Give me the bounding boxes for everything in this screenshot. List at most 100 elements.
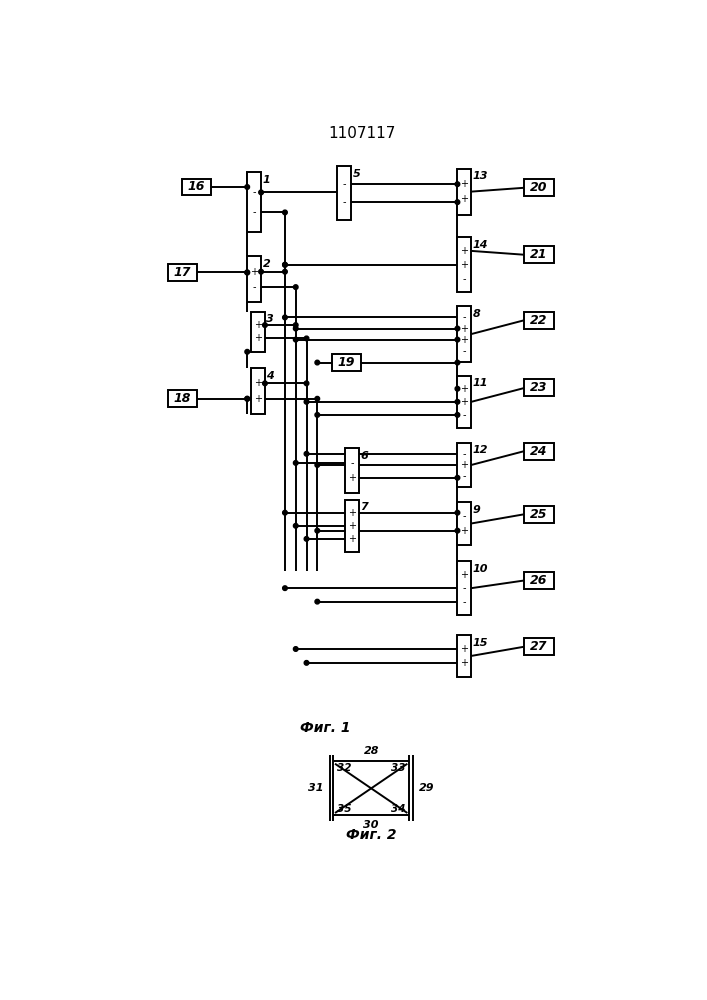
Circle shape xyxy=(245,185,250,189)
Text: +: + xyxy=(250,267,258,277)
Text: +: + xyxy=(460,658,468,668)
Circle shape xyxy=(283,586,287,590)
Text: +: + xyxy=(460,384,468,394)
Text: 9: 9 xyxy=(473,505,481,515)
Circle shape xyxy=(315,463,320,467)
Bar xyxy=(247,256,261,302)
Text: -: - xyxy=(462,471,466,481)
Circle shape xyxy=(293,326,298,331)
Circle shape xyxy=(283,262,287,267)
Circle shape xyxy=(245,270,250,275)
Circle shape xyxy=(304,381,309,386)
Text: +: + xyxy=(254,320,262,330)
Text: -: - xyxy=(252,187,256,197)
Circle shape xyxy=(455,475,460,480)
Bar xyxy=(457,306,472,362)
Circle shape xyxy=(455,182,460,186)
Text: +: + xyxy=(460,260,468,270)
Circle shape xyxy=(455,510,460,515)
Circle shape xyxy=(293,323,298,327)
Text: 23: 23 xyxy=(530,381,548,394)
Circle shape xyxy=(455,360,460,365)
Text: +: + xyxy=(460,397,468,407)
Bar xyxy=(525,443,554,460)
Text: 8: 8 xyxy=(473,309,481,319)
Text: Фиг. 1: Фиг. 1 xyxy=(300,721,350,735)
Circle shape xyxy=(259,190,264,195)
Circle shape xyxy=(245,396,250,401)
Bar xyxy=(457,237,472,292)
Bar xyxy=(337,166,351,220)
Text: 28: 28 xyxy=(363,746,379,756)
Circle shape xyxy=(455,337,460,342)
Text: 29: 29 xyxy=(419,783,434,793)
Text: 2: 2 xyxy=(262,259,270,269)
Text: 19: 19 xyxy=(338,356,356,369)
Circle shape xyxy=(245,396,250,401)
Text: +: + xyxy=(348,508,356,518)
Text: -: - xyxy=(342,179,346,189)
Text: 11: 11 xyxy=(473,378,489,388)
Text: 6: 6 xyxy=(361,451,368,461)
Text: 27: 27 xyxy=(530,640,548,653)
Circle shape xyxy=(455,413,460,417)
Text: 13: 13 xyxy=(473,171,489,181)
Text: +: + xyxy=(460,644,468,654)
Text: -: - xyxy=(462,597,466,607)
Text: 20: 20 xyxy=(530,181,548,194)
Bar xyxy=(457,443,472,487)
Circle shape xyxy=(293,523,298,528)
Circle shape xyxy=(315,360,320,365)
Text: +: + xyxy=(348,473,356,483)
Bar xyxy=(457,635,472,677)
Circle shape xyxy=(315,528,320,533)
Text: +: + xyxy=(460,335,468,345)
Circle shape xyxy=(304,661,309,665)
Text: +: + xyxy=(348,521,356,531)
Circle shape xyxy=(283,262,287,267)
Bar xyxy=(457,376,472,428)
Text: 5: 5 xyxy=(353,169,361,179)
Text: -: - xyxy=(342,197,346,207)
Bar xyxy=(525,312,554,329)
Text: 1107117: 1107117 xyxy=(328,126,396,141)
Text: 33: 33 xyxy=(391,763,405,773)
Text: 24: 24 xyxy=(530,445,548,458)
Circle shape xyxy=(262,381,267,386)
Text: 31: 31 xyxy=(308,783,324,793)
Text: +: + xyxy=(254,394,262,404)
Bar xyxy=(525,246,554,263)
Text: -: - xyxy=(350,458,354,468)
Circle shape xyxy=(293,337,298,342)
Bar xyxy=(525,572,554,589)
Text: 35: 35 xyxy=(337,804,351,814)
Circle shape xyxy=(283,315,287,320)
Circle shape xyxy=(293,461,298,465)
Circle shape xyxy=(283,210,287,215)
Text: 21: 21 xyxy=(530,248,548,261)
Text: +: + xyxy=(460,179,468,189)
Bar xyxy=(525,179,554,196)
Circle shape xyxy=(245,270,250,275)
Text: 25: 25 xyxy=(530,508,548,521)
Text: +: + xyxy=(254,333,262,343)
Circle shape xyxy=(455,326,460,331)
Circle shape xyxy=(455,528,460,533)
Bar xyxy=(251,312,265,352)
Circle shape xyxy=(293,285,298,289)
Bar xyxy=(525,506,554,523)
Circle shape xyxy=(259,269,264,274)
Text: -: - xyxy=(462,511,466,521)
Bar xyxy=(525,638,554,655)
Circle shape xyxy=(304,537,309,541)
Text: 17: 17 xyxy=(174,266,192,279)
Circle shape xyxy=(315,413,320,417)
Text: -: - xyxy=(252,282,256,292)
Bar xyxy=(251,368,265,414)
Circle shape xyxy=(455,386,460,391)
Circle shape xyxy=(283,510,287,515)
Text: 14: 14 xyxy=(473,240,489,250)
Bar xyxy=(525,379,554,396)
Text: +: + xyxy=(460,526,468,536)
Bar xyxy=(345,448,359,493)
